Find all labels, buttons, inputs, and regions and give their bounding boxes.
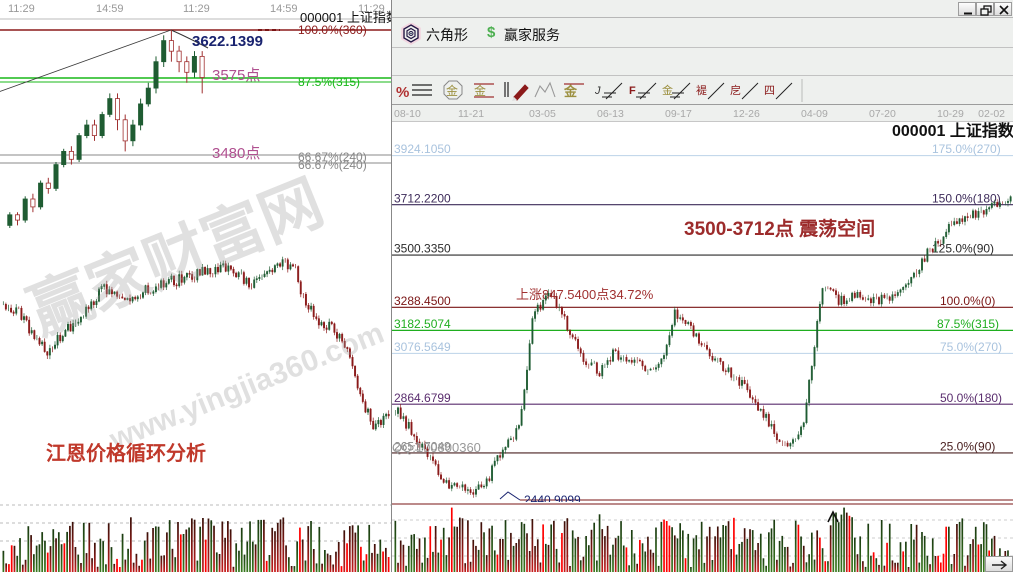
svg-text:3480点: 3480点 xyxy=(212,145,260,162)
svg-text:2440.9099: 2440.9099 xyxy=(524,493,581,502)
svg-text:江恩价格循环分析: 江恩价格循环分析 xyxy=(46,441,206,465)
svg-text:褆: 褆 xyxy=(696,83,707,97)
svg-text:02-02: 02-02 xyxy=(978,108,1005,120)
svg-text:金: 金 xyxy=(446,83,458,98)
svg-text:11:29: 11:29 xyxy=(8,3,35,15)
svg-text:www.yingjia360.com: www.yingjia360.com xyxy=(104,316,388,456)
svg-text:12-26: 12-26 xyxy=(733,108,760,120)
svg-text:J: J xyxy=(594,85,601,97)
svg-text:175.0%(270): 175.0%(270) xyxy=(932,142,1001,156)
svg-text:3288.4500: 3288.4500 xyxy=(394,294,451,308)
svg-text:四: 四 xyxy=(764,85,775,97)
svg-text:2864.6799: 2864.6799 xyxy=(394,391,451,405)
svg-text:25.0%(90): 25.0%(90) xyxy=(940,440,995,454)
svg-text:000001 上证指数: 000001 上证指数 xyxy=(300,10,392,25)
svg-text:11:29: 11:29 xyxy=(183,3,210,15)
svg-text:QQ:100800360: QQ:100800360 xyxy=(392,440,481,455)
svg-text:%: % xyxy=(396,84,409,101)
svg-text:F: F xyxy=(629,85,636,97)
svg-text:06-13: 06-13 xyxy=(597,108,624,120)
svg-text:赢家财富网: 赢家财富网 xyxy=(19,168,332,348)
svg-text:04-09: 04-09 xyxy=(801,108,828,120)
svg-text:87.5%(315): 87.5%(315) xyxy=(298,75,360,89)
svg-text:150.0%(180): 150.0%(180) xyxy=(932,192,1001,206)
svg-text:50.0%(180): 50.0%(180) xyxy=(940,391,1002,405)
svg-text:3575点: 3575点 xyxy=(212,67,260,84)
svg-text:10-29: 10-29 xyxy=(937,108,964,120)
svg-text:14:59: 14:59 xyxy=(270,3,298,15)
svg-text:08-10: 08-10 xyxy=(394,108,421,120)
svg-text:000001 上证指数: 000001 上证指数 xyxy=(892,122,1013,140)
svg-text:金: 金 xyxy=(662,83,673,97)
svg-text:75.0%(270): 75.0%(270) xyxy=(940,340,1002,354)
svg-text:11-21: 11-21 xyxy=(458,108,484,120)
svg-text:上涨847.5400点34.72%: 上涨847.5400点34.72% xyxy=(516,287,654,302)
svg-text:3924.1050: 3924.1050 xyxy=(394,142,451,156)
svg-text:3500-3712点 震荡空间: 3500-3712点 震荡空间 xyxy=(684,217,875,240)
svg-text:14:59: 14:59 xyxy=(96,3,124,15)
svg-text:3712.2200: 3712.2200 xyxy=(394,192,451,206)
svg-text:3500.3350: 3500.3350 xyxy=(394,242,451,256)
svg-text:戹: 戹 xyxy=(730,83,741,97)
svg-text:03-05: 03-05 xyxy=(529,108,556,120)
svg-text:100.0%(360): 100.0%(360) xyxy=(298,23,367,37)
svg-text:07-20: 07-20 xyxy=(869,108,896,120)
svg-text:3076.5649: 3076.5649 xyxy=(394,340,451,354)
svg-text:09-17: 09-17 xyxy=(665,108,692,120)
svg-text:3182.5074: 3182.5074 xyxy=(394,317,451,331)
svg-text:87.5%(315): 87.5%(315) xyxy=(937,317,999,331)
svg-text:100.0%(0): 100.0%(0) xyxy=(940,294,995,308)
svg-text:66.67%(240): 66.67%(240) xyxy=(298,158,367,172)
svg-text:金: 金 xyxy=(563,84,578,99)
svg-text:125.0%(90): 125.0%(90) xyxy=(932,242,994,256)
svg-text:金: 金 xyxy=(474,83,486,98)
svg-text:3622.1399: 3622.1399 xyxy=(192,33,263,50)
